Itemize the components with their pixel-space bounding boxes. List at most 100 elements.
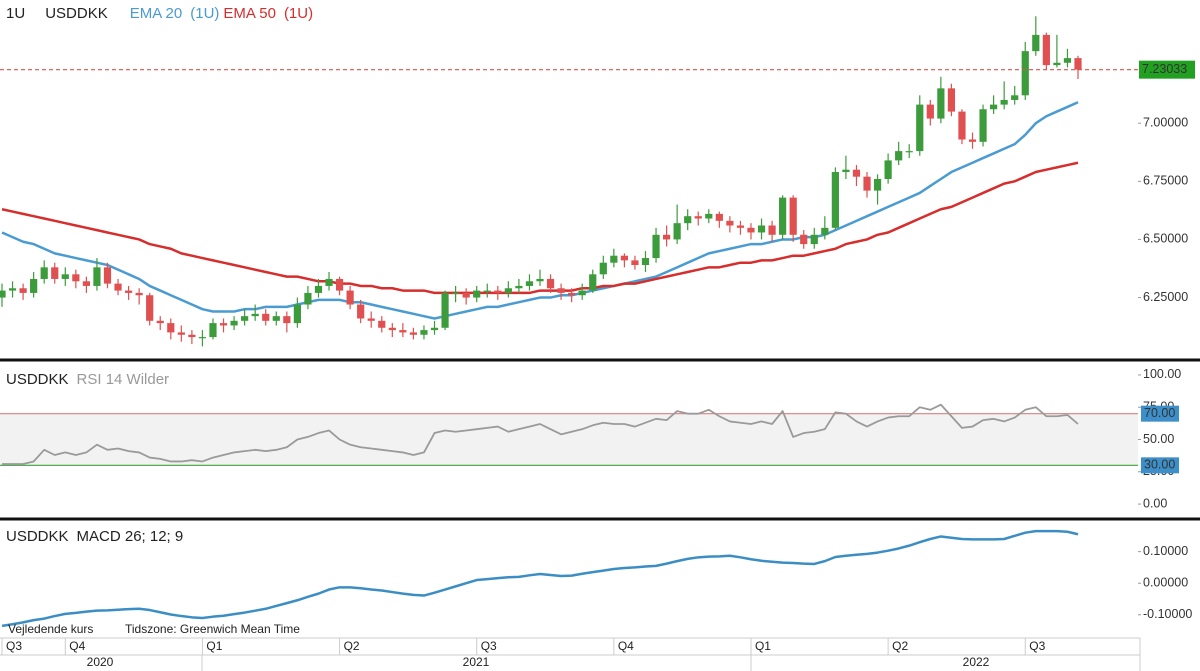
candle-body: [568, 292, 576, 296]
candle-body: [673, 223, 681, 240]
candle-body: [620, 255, 628, 261]
candle-body: [715, 213, 723, 221]
candle-body: [452, 292, 460, 295]
candle-body: [705, 213, 713, 219]
candle-body: [631, 260, 639, 266]
candle-body: [357, 304, 365, 319]
candle-body: [219, 323, 228, 326]
candle-body: [177, 332, 185, 335]
candle-body: [684, 216, 692, 224]
candle-body: [599, 262, 607, 275]
candle-body: [662, 234, 671, 240]
y-tick-label: 7.00000: [1143, 116, 1188, 130]
candle-body: [1074, 58, 1082, 70]
candle-body: [779, 197, 787, 235]
candle-body: [958, 111, 966, 140]
candle-body: [641, 258, 650, 266]
candle-body: [388, 327, 396, 331]
candle-body: [504, 288, 512, 293]
candle-body: [652, 234, 660, 259]
candle-body: [399, 330, 407, 333]
x-tick-label: Q1: [755, 639, 771, 653]
candle-body: [546, 278, 555, 289]
y-tick-label: 0.10000: [1143, 544, 1188, 558]
symbol: USDDKK: [45, 5, 108, 22]
candle-body: [93, 267, 101, 286]
candle-body: [747, 227, 755, 233]
candle-body: [863, 176, 871, 191]
price-header: 1U USDDKK EMA 20 (1U) EMA 50 (1U): [6, 5, 313, 22]
level-label: 30.00: [1144, 458, 1175, 472]
candle-body: [831, 172, 839, 228]
year-label: 2020: [87, 655, 114, 669]
candle-body: [926, 104, 934, 119]
candle-body: [103, 267, 112, 284]
candle-body: [8, 288, 17, 291]
candle-body: [251, 313, 259, 317]
candle-body: [473, 290, 481, 298]
year-label: 2022: [963, 655, 990, 669]
x-tick-label: Q3: [1029, 639, 1045, 653]
candle-body: [314, 285, 323, 293]
candle-body: [61, 274, 69, 279]
series-line: [2, 403, 1079, 465]
y-tick-label: -0.10000: [1143, 607, 1192, 621]
last-price-label: 7.23033: [1142, 62, 1187, 76]
year-label: 2021: [463, 655, 490, 669]
candle-body: [114, 283, 122, 291]
candle-body: [557, 288, 565, 293]
legend-period: (1U): [190, 5, 219, 22]
candle-body: [230, 320, 238, 326]
candle-body: [124, 290, 133, 293]
candle-body: [990, 104, 998, 110]
candle-body: [378, 320, 386, 328]
candle-body: [51, 267, 59, 279]
candle-body: [146, 295, 154, 321]
series-line: [1, 529, 1079, 628]
candle-body: [694, 216, 702, 219]
candle-body: [262, 313, 270, 321]
last-price-box: [1139, 60, 1195, 79]
y-tick-label: 0.00: [1143, 496, 1167, 510]
candle-body: [589, 274, 597, 291]
x-tick-label: Q3: [481, 639, 497, 653]
candle-body: [1032, 34, 1040, 52]
candle-body: [441, 292, 449, 328]
candle-body: [156, 320, 164, 324]
candle-body: [789, 197, 797, 235]
candle-body: [515, 285, 523, 289]
macd-header: USDDKK MACD 26; 12; 9: [6, 528, 183, 545]
legend-entry: EMA 20: [130, 5, 183, 22]
interval: 1U: [6, 5, 25, 22]
candle-body: [937, 88, 945, 119]
level-band: [0, 413, 1138, 466]
candle-body: [188, 334, 196, 338]
candle-body: [736, 225, 745, 228]
timezone-note: Tidszone: Greenwich Mean Time: [125, 622, 300, 636]
candle-body: [167, 323, 175, 333]
plot-layer: [0, 16, 1138, 628]
indicator-name: RSI 14 Wilder: [77, 371, 170, 388]
candle-body: [1053, 62, 1061, 66]
candle-body: [873, 179, 882, 191]
candle-body: [1000, 99, 1008, 105]
candle-body: [842, 169, 850, 173]
candle-body: [852, 169, 861, 177]
level-label-box: [1141, 405, 1179, 422]
candle-body: [30, 278, 38, 293]
series-line: [1, 161, 1079, 295]
candle-body: [283, 316, 291, 324]
candle-body: [241, 316, 249, 321]
candle-body: [209, 323, 217, 338]
candle-body: [578, 290, 586, 296]
symbol: USDDKK: [6, 528, 69, 545]
x-tick-label: Q3: [6, 639, 22, 653]
candle-body: [884, 160, 892, 179]
candle-body: [757, 225, 766, 233]
y-tick-label: 100.00: [1143, 367, 1181, 381]
candle-body: [895, 151, 903, 161]
candle-body: [768, 225, 776, 235]
x-tick-label: Q2: [344, 639, 360, 653]
candle-body: [1042, 34, 1050, 66]
